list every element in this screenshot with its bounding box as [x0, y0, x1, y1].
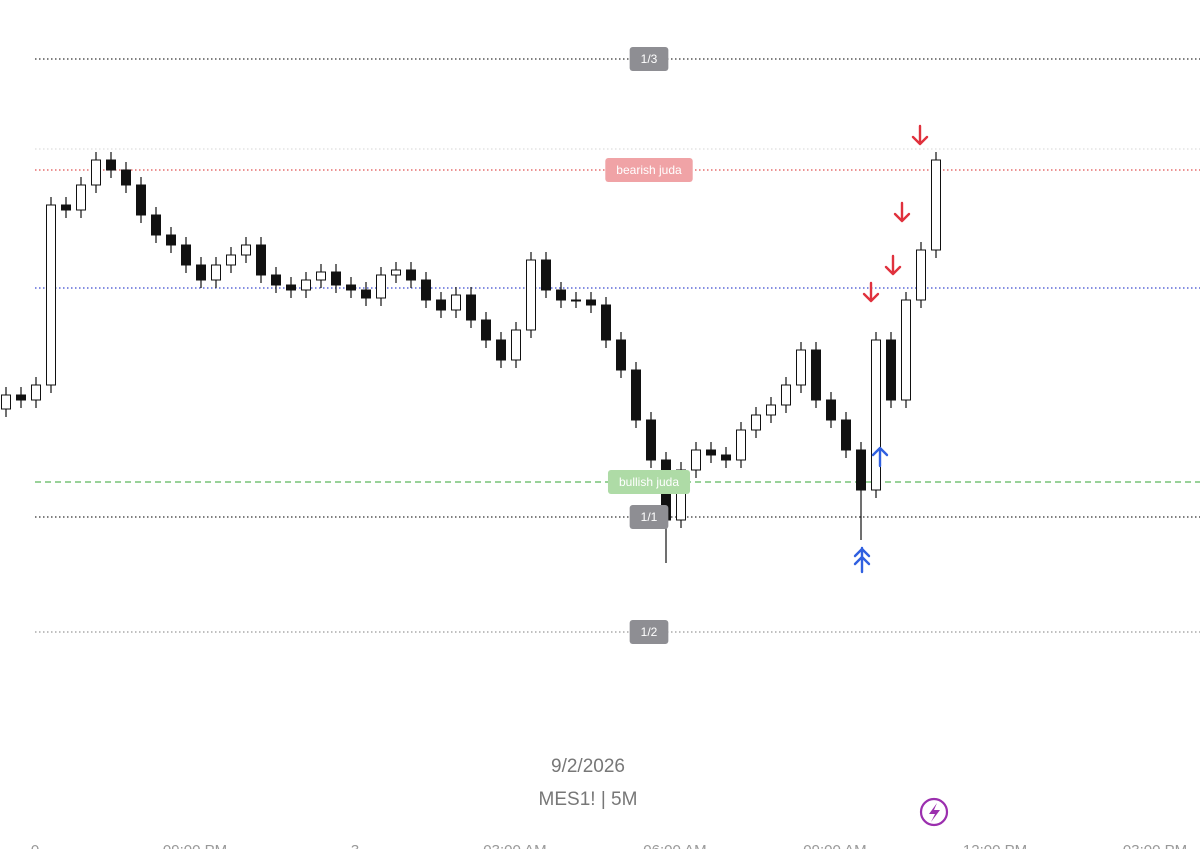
candle-body — [421, 279, 431, 301]
candle-body — [76, 184, 86, 211]
candle-body — [586, 299, 596, 306]
level-tag-box — [629, 47, 669, 71]
candle-body — [106, 159, 116, 171]
candle-body — [826, 399, 836, 421]
level-tag: 1/1 — [629, 505, 669, 529]
x-axis: 0 09:00 PM 3 03:00 AM 06:00 AM 09:00 AM 12:00 … — [31, 842, 1187, 849]
candle-body — [766, 404, 776, 416]
candle-body — [361, 289, 371, 299]
candle-body — [271, 274, 281, 286]
symbol-label: MES1! | 5M — [539, 789, 638, 810]
candle-body — [631, 369, 641, 421]
candle-body — [871, 339, 881, 491]
chart-date: 9/2/2026 — [551, 756, 625, 777]
candle-body — [646, 419, 656, 461]
candle-body — [781, 384, 791, 406]
sell-arrow — [911, 124, 929, 146]
x-tick-label: 06:00 AM — [643, 842, 706, 849]
candle-body — [166, 234, 176, 246]
candle-body — [511, 329, 521, 361]
sell-arrow — [862, 281, 880, 303]
level-tag-label: bearish juda — [616, 163, 682, 177]
candle-body — [721, 454, 731, 461]
candle-body — [541, 259, 551, 291]
candle-body — [856, 449, 866, 491]
level-tag-box — [607, 470, 691, 494]
candle-body — [811, 349, 821, 401]
candle-body — [901, 299, 911, 401]
level-labels: 1/3 bearish juda bullish juda 1/1 1/2 — [605, 47, 693, 644]
level-tag: 1/3 — [629, 47, 669, 71]
candle-body — [526, 259, 536, 331]
candle-body — [136, 184, 146, 216]
candle-body — [286, 284, 296, 291]
candle-body — [61, 204, 71, 211]
candles — [1, 152, 941, 563]
lightning-button[interactable] — [919, 797, 949, 827]
strong-buy-arrow — [853, 546, 871, 574]
candle-body — [931, 159, 941, 251]
candle-body — [916, 249, 926, 301]
x-tick-label: 03:00 PM — [1123, 842, 1187, 849]
candle-body — [46, 204, 56, 386]
candle-body — [91, 159, 101, 186]
candle-body — [706, 449, 716, 456]
candle-body — [256, 244, 266, 276]
candle-body — [301, 279, 311, 291]
candle-body — [496, 339, 506, 361]
candle-body — [1, 394, 11, 410]
candle-body — [751, 414, 761, 431]
candle-body — [31, 384, 41, 401]
level-tag-label: 1/3 — [641, 52, 658, 66]
level-tag-box — [629, 505, 669, 529]
sell-arrow — [893, 201, 911, 223]
x-tick-label: 0 — [31, 842, 39, 849]
candle-body — [316, 271, 326, 281]
candle-body — [376, 274, 386, 299]
level-tag: 1/2 — [629, 620, 669, 644]
candle-body — [346, 284, 356, 291]
candle-body — [601, 304, 611, 341]
level-tag-box — [605, 158, 693, 182]
candle-body — [436, 299, 446, 311]
candle-body — [466, 294, 476, 321]
candle-body — [571, 299, 581, 302]
candle-body — [151, 214, 161, 236]
candle-body — [796, 349, 806, 386]
candle-body — [16, 394, 26, 401]
x-tick-label: 03:00 AM — [483, 842, 546, 849]
candle-body — [241, 244, 251, 256]
candle-body — [451, 294, 461, 311]
x-tick-label: 09:00 PM — [163, 842, 227, 849]
candle-body — [391, 269, 401, 276]
candle-body — [181, 244, 191, 266]
level-tag: bullish juda — [607, 470, 691, 494]
candle-body — [616, 339, 626, 371]
x-tick-label: 3 — [351, 842, 359, 849]
level-tag-label: 1/2 — [641, 625, 658, 639]
candle-body — [331, 271, 341, 286]
candle-body — [226, 254, 236, 266]
candle-body — [481, 319, 491, 341]
sell-arrow — [884, 254, 902, 276]
candle-body — [886, 339, 896, 401]
candle-body — [121, 169, 131, 186]
signal-arrows — [853, 124, 929, 574]
x-tick-label: 12:00 PM — [963, 842, 1027, 849]
level-tag-box — [629, 620, 669, 644]
candle-body — [841, 419, 851, 451]
candle-body — [691, 449, 701, 471]
candle-body — [736, 429, 746, 461]
candle-body — [556, 289, 566, 301]
level-tag: bearish juda — [605, 158, 693, 182]
candle-body — [406, 269, 416, 281]
candle-body — [211, 264, 221, 281]
x-tick-label: 09:00 AM — [803, 842, 866, 849]
level-tag-label: 1/1 — [641, 510, 658, 524]
level-tag-label: bullish juda — [619, 475, 679, 489]
candle-body — [196, 264, 206, 281]
buy-arrow — [871, 446, 889, 468]
